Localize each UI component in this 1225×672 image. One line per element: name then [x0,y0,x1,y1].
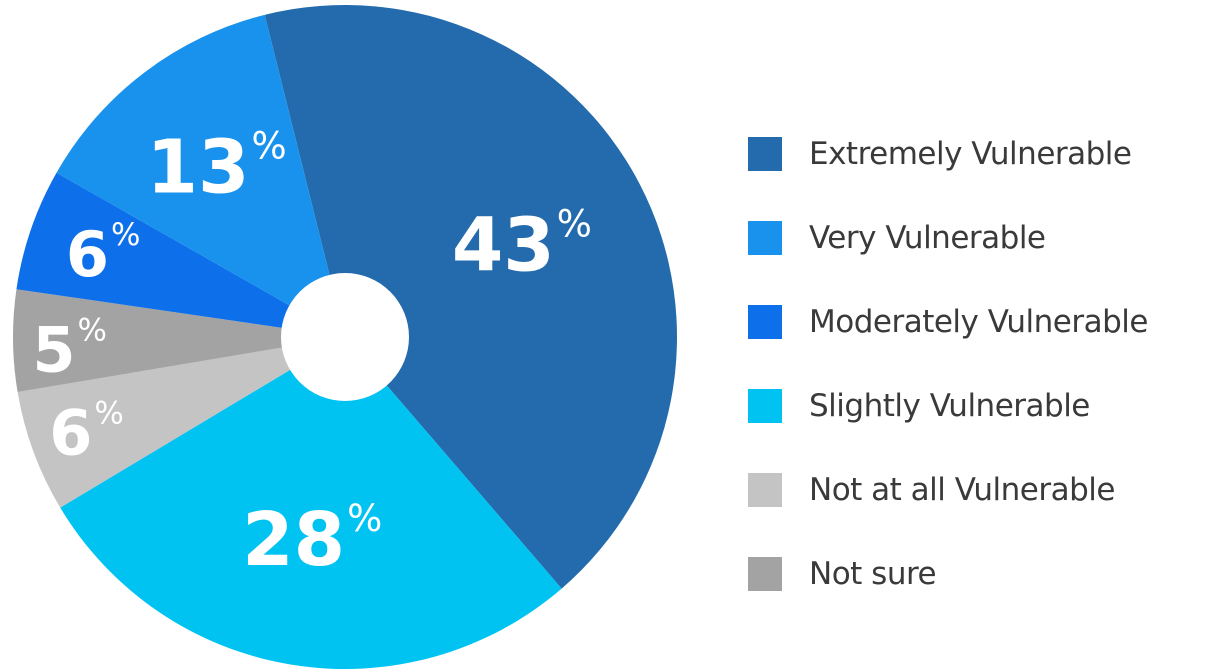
legend-item-extremely-vulnerable: Extremely Vulnerable [748,112,1218,196]
pie-slice-moderately-vulnerable [16,172,346,337]
legend-swatch [748,221,782,255]
pie-slice-extremely-vulnerable [264,4,678,589]
pie-slice-not-sure [13,289,345,393]
slice-value: 28 [242,497,345,583]
legend-swatch [748,305,782,339]
slices-group [13,4,678,670]
pie-slice-very-vulnerable [56,14,345,338]
legend-label: Moderately Vulnerable [809,304,1148,340]
slice-label-slightly-vulnerable: 28% [242,497,382,584]
slice-label-extremely-vulnerable: 43% [452,202,592,289]
legend-label: Extremely Vulnerable [809,136,1132,172]
slice-labels-group: 43%28%6%5%6%13% [32,124,592,583]
slice-value: 5 [32,313,75,386]
legend-label: Not sure [809,556,937,592]
pie-chart: 43%28%6%5%6%13% [13,4,678,670]
pie-slice-slightly-vulnerable [60,337,562,670]
legend-label: Very Vulnerable [809,220,1046,256]
slice-label-not-sure: 5% [32,313,107,387]
slice-percent-sign: % [347,497,382,540]
slice-percent-sign: % [111,217,140,253]
legend-swatch [748,137,782,171]
pie-slice-not-at-all-vulnerable [17,337,345,508]
legend-item-not-sure: Not sure [748,532,1218,616]
slice-percent-sign: % [94,395,123,431]
legend-item-slightly-vulnerable: Slightly Vulnerable [748,364,1218,448]
pie-center-hole [281,273,409,401]
legend: Extremely Vulnerable Very Vulnerable Moder… [748,112,1218,616]
legend-swatch [748,389,782,423]
slice-value: 13 [147,125,250,211]
slice-value: 43 [452,202,555,288]
slice-label-not-at-all-vulnerable: 6% [49,395,124,469]
legend-swatch [748,557,782,591]
legend-label: Slightly Vulnerable [809,388,1090,424]
slice-label-very-vulnerable: 13% [147,124,287,211]
slice-value: 6 [66,217,109,290]
legend-item-moderately-vulnerable: Moderately Vulnerable [748,280,1218,364]
slice-percent-sign: % [557,202,592,245]
slice-value: 6 [49,396,92,469]
legend-swatch [748,473,782,507]
slice-percent-sign: % [252,124,287,167]
slice-label-moderately-vulnerable: 6% [66,217,141,291]
legend-label: Not at all Vulnerable [809,472,1115,508]
legend-item-very-vulnerable: Very Vulnerable [748,196,1218,280]
slice-percent-sign: % [78,313,107,349]
legend-item-not-at-all-vulnerable: Not at all Vulnerable [748,448,1218,532]
